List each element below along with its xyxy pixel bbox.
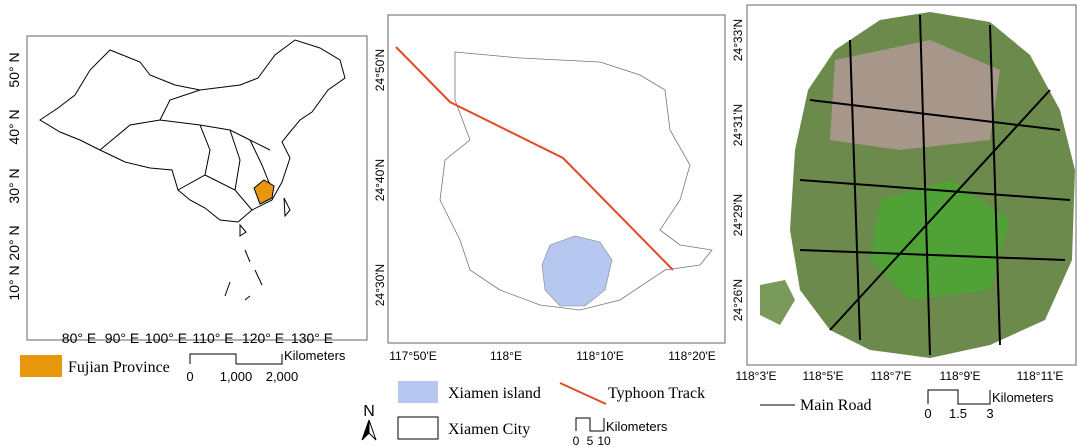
china-map (39, 39, 346, 301)
scale-label: 3 (986, 406, 993, 421)
legend-label: Fujian Province (68, 359, 170, 376)
scale-unit: Kilometers (284, 348, 346, 363)
north-arrow (368, 419, 377, 441)
scale-bar (189, 353, 283, 365)
lat-label: 20° N (6, 225, 22, 260)
lon-label: 90° E (105, 330, 139, 346)
lat-label: 40° N (6, 109, 22, 144)
scale-label: 5 (587, 434, 594, 447)
scale-label: 10 (597, 434, 611, 447)
lon-label: 118°5'E (803, 369, 844, 383)
legend-swatch (398, 381, 438, 403)
lat-label: 24°33'N (731, 19, 745, 61)
legend-label: Xiamen City (448, 421, 530, 438)
lon-label: 117°50'E (389, 349, 437, 363)
scale-unit: Kilometers (992, 390, 1054, 405)
typhoon-track (395, 46, 674, 271)
scale-bar (575, 417, 605, 432)
lon-label: 118°E (490, 349, 522, 363)
vegetation (870, 180, 1010, 300)
lon-label: 118°20'E (668, 349, 716, 363)
legend-swatch (397, 416, 439, 440)
xiamen-city-outline (439, 51, 713, 311)
lon-label: 80° E (62, 330, 96, 346)
north-label: N (363, 403, 375, 420)
lat-label: 24°29'N (731, 194, 745, 236)
lat-label: 24°30'N (373, 264, 387, 306)
scale-label: 1,000 (220, 369, 253, 384)
north-arrow (361, 419, 370, 441)
fujian-province (253, 179, 275, 205)
lon-label: 118°11'E (1017, 369, 1064, 383)
lat-label: 24°31'N (731, 104, 745, 146)
lon-label: 118°9'E (940, 369, 981, 383)
legend-label: Typhoon Track (608, 385, 705, 402)
legend-label: Xiamen island (448, 385, 541, 402)
lon-label: 130° E (291, 330, 333, 346)
frame (387, 14, 726, 344)
lat-label: 30° N (6, 168, 22, 203)
scale-label: 0 (186, 369, 193, 384)
small-island (760, 280, 795, 325)
legend-swatch (20, 355, 62, 377)
scale-label: 2,000 (266, 369, 299, 384)
lon-label: 110° E (192, 330, 233, 346)
main-roads (799, 14, 1071, 356)
lon-label: 100° E (145, 330, 187, 346)
legend-label: Main Road (800, 397, 872, 414)
lon-label: 118°10'E (576, 349, 624, 363)
scale-label: 0 (573, 434, 580, 447)
scale-unit: Kilometers (606, 419, 668, 434)
lon-label: 118°7'E (871, 369, 912, 383)
xiamen-island (541, 235, 613, 307)
lon-label: 118°3'E (736, 369, 777, 383)
lat-label: 50° N (6, 52, 22, 87)
lat-label: 24°40'N (373, 159, 387, 201)
frame (746, 4, 1077, 366)
lon-label: 120° E (242, 330, 284, 346)
lat-label: 10° N (6, 265, 22, 300)
lat-label: 24°50'N (373, 49, 387, 91)
legend-line (559, 382, 607, 405)
scale-label: 0 (924, 406, 931, 421)
urban-area (830, 40, 1000, 150)
lat-label: 24°26'N (731, 279, 745, 321)
scale-bar (927, 389, 991, 405)
frame (26, 35, 368, 341)
scale-label: 1.5 (949, 406, 967, 421)
